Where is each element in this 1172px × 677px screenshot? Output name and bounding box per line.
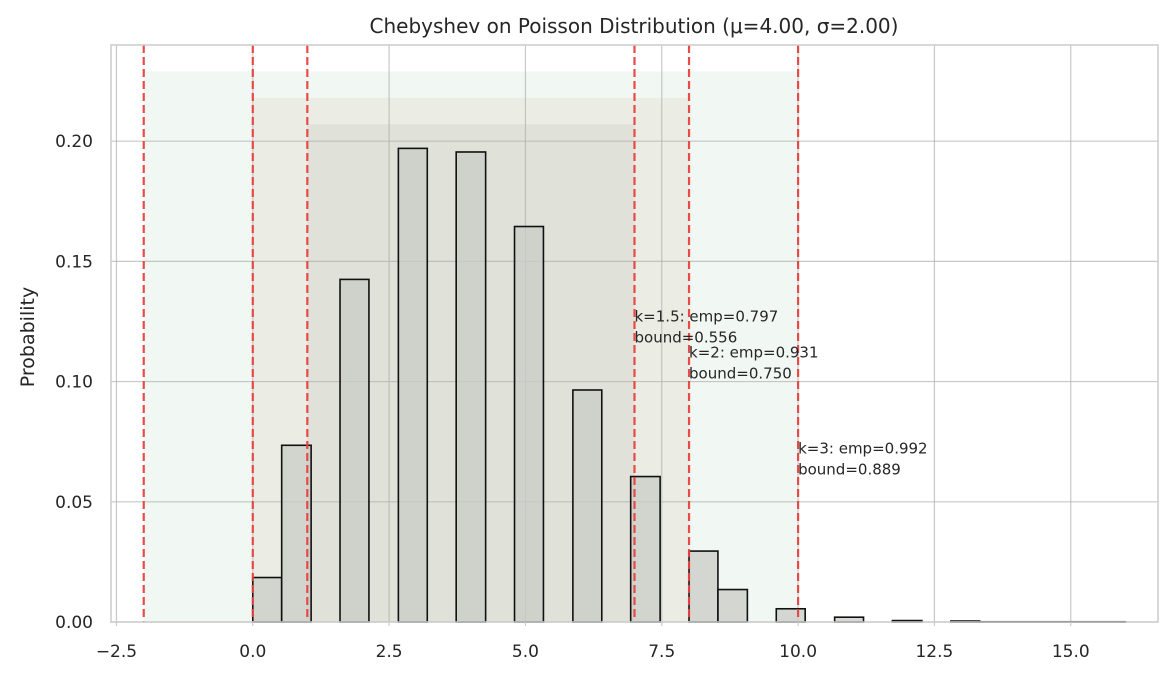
chebyshev-bound-lines (142, 45, 800, 622)
bar (339, 278, 370, 623)
annotation-line: bound=0.556 (635, 328, 738, 346)
bar (717, 588, 749, 623)
annotation-text: k=3: emp=0.992 bound=0.889 (798, 440, 928, 479)
bar (775, 607, 806, 623)
bar (513, 225, 545, 623)
x-tick-label: 10.0 (779, 642, 817, 662)
y-axis-label: Probability (17, 287, 39, 387)
annotation-line: k=3: emp=0.992 (798, 440, 928, 458)
x-tick-label: 2.5 (376, 642, 403, 662)
y-tick-label: 0.00 (55, 613, 93, 633)
y-tick-label: 0.15 (55, 252, 93, 272)
x-tick-labels: −2.5 0.0 2.5 5.0 7.5 10.0 12.5 15.0 (96, 622, 1090, 662)
y-tick-labels: 0.00 0.05 0.10 0.15 0.20 (55, 132, 93, 633)
x-tick-label: 15.0 (1052, 642, 1090, 662)
y-tick-label: 0.20 (55, 132, 93, 152)
y-tick-label: 0.10 (55, 373, 93, 393)
annotation-line: k=1.5: emp=0.797 (635, 307, 779, 325)
plot-frame (110, 44, 1159, 623)
x-tick-label: 0.0 (239, 642, 266, 662)
y-tick-label: 0.05 (55, 493, 93, 513)
bar (397, 147, 429, 623)
bar (572, 389, 603, 623)
annotation-line: k=2: emp=0.931 (689, 344, 819, 362)
x-tick-label: 7.5 (648, 642, 675, 662)
x-tick-label: −2.5 (96, 642, 137, 662)
chart-title: Chebyshev on Poisson Distribution (μ=4.0… (370, 14, 899, 38)
x-tick-label: 12.5 (915, 642, 953, 662)
annotation-line: bound=0.889 (798, 461, 901, 479)
annotation-text: k=2: emp=0.931 bound=0.750 (689, 344, 819, 383)
bar (455, 151, 487, 623)
bar (251, 576, 283, 623)
annotation-line: bound=0.750 (689, 365, 792, 383)
annotation-text: k=1.5: emp=0.797 bound=0.556 (635, 307, 779, 346)
x-tick-label: 5.0 (512, 642, 539, 662)
bar (688, 550, 719, 623)
